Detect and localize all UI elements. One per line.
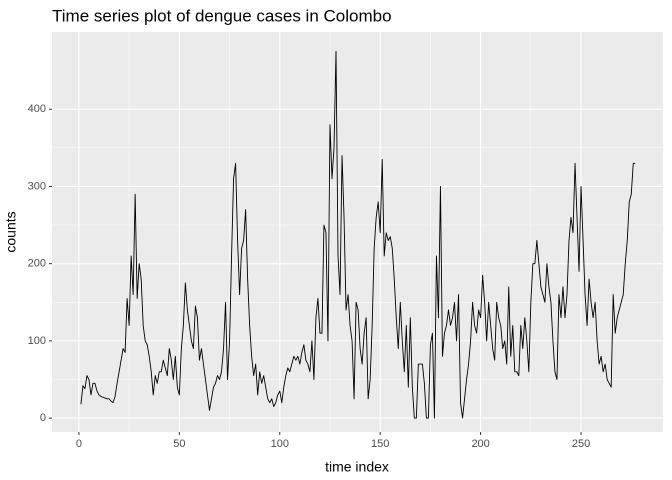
y-axis-title: counts — [3, 211, 19, 252]
chart-title: Time series plot of dengue cases in Colo… — [52, 6, 392, 25]
x-tick-label: 150 — [371, 438, 389, 450]
y-tick-label: 0 — [40, 412, 46, 424]
y-tick-label: 100 — [28, 335, 46, 347]
x-tick-label: 0 — [76, 438, 82, 450]
plot-panel — [52, 32, 663, 432]
x-tick-label: 200 — [471, 438, 489, 450]
x-tick-label: 100 — [271, 438, 289, 450]
data-line — [80, 50, 636, 419]
x-axis-title: time index — [325, 459, 389, 475]
y-tick-label: 300 — [28, 180, 46, 192]
y-tick-label: 400 — [28, 103, 46, 115]
x-tick-label: 250 — [572, 438, 590, 450]
x-tick-label: 50 — [173, 438, 185, 450]
y-tick-label: 200 — [28, 258, 46, 270]
